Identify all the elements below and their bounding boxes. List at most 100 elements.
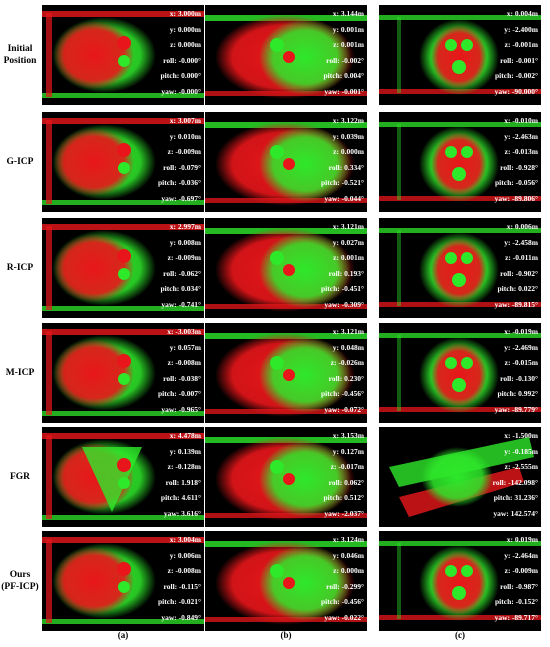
pose-yaw: yaw: -0.000°: [161, 86, 201, 96]
pose-readout: x: -3.003m y: 0.057m z: -0.008m roll: -0.03…: [135, 327, 201, 420]
pose-x: x: 0.006m: [506, 222, 538, 231]
scene-panel-b: x: 3.121m y: 0.048m z: -0.026m roll: 0.230°…: [205, 323, 367, 423]
pose-roll: roll: -0.928°: [500, 162, 538, 172]
point-cloud-overlay: [379, 541, 541, 621]
pose-z: z: -0.128m: [167, 462, 201, 471]
pose-yaw: yaw: -90.000°: [494, 86, 538, 96]
pose-z: z: -0.017m: [330, 462, 364, 471]
pose-z: z: -0.009m: [167, 147, 201, 156]
pose-pitch: pitch: -0.036°: [158, 178, 201, 187]
scene-panel-a: x: -3.003m y: 0.057m z: -0.008m roll: -0.03…: [42, 323, 204, 423]
pose-yaw: yaw: -89.779°: [494, 404, 538, 414]
pose-x: x: -3.003m: [167, 327, 201, 336]
pose-y: y: 0.127m: [332, 446, 364, 456]
pose-yaw: yaw: -2.037°: [324, 508, 364, 518]
point-cloud-overlay: [379, 15, 541, 95]
pose-y: y: 0.039m: [332, 131, 364, 141]
pose-z: z: -0.026m: [330, 358, 364, 367]
point-cloud-overlay: [42, 11, 204, 98]
pose-z: z: 0.001m: [333, 40, 364, 49]
row-label-line: FGR: [9, 472, 31, 482]
row-label: G-ICP: [0, 156, 40, 168]
scene-panel-a: x: 3.000m y: 0.000m z: 0.000m roll: -0.000°…: [42, 5, 204, 105]
pose-yaw: yaw: -0.001°: [324, 86, 364, 96]
pose-readout: x: -0.019m y: -2.469m z: -0.015m roll: -0.1…: [472, 327, 538, 420]
pose-pitch: pitch: -0.007°: [158, 389, 201, 398]
pose-roll: roll: -0.000°: [163, 55, 201, 65]
pose-x: x: 3.124m: [332, 535, 364, 544]
pose-y: y: 0.057m: [169, 342, 201, 352]
pose-yaw: yaw: -89.815°: [494, 299, 538, 309]
pose-roll: roll: -0.130°: [500, 373, 538, 383]
pose-readout: x: 3.121m y: 0.048m z: -0.026m roll: 0.230°…: [298, 327, 364, 420]
pose-roll: roll: -0.001°: [500, 55, 538, 65]
pose-roll: roll: -0.115°: [163, 581, 201, 591]
pose-z: z: -0.009m: [167, 253, 201, 262]
point-cloud-overlay: [42, 329, 204, 416]
pose-y: y: 0.006m: [169, 550, 201, 560]
pose-roll: roll: -0.038°: [163, 373, 201, 383]
pose-x: x: 3.000m: [169, 9, 201, 18]
pose-roll: roll: -142.098°: [492, 477, 538, 487]
column-label: (b): [280, 630, 292, 640]
column-label: (a): [117, 630, 129, 640]
scene-panel-c: x: -0.010m y: -2.463m z: -0.013m roll: -0.9…: [379, 112, 541, 212]
pose-yaw: yaw: -0.697°: [161, 193, 201, 203]
scene-panel-a: x: 2.997m y: 0.008m z: -0.009m roll: -0.062…: [42, 218, 204, 318]
pose-z: z: -0.001m: [504, 40, 538, 49]
pose-y: y: 0.048m: [332, 342, 364, 352]
pose-readout: x: 0.004m y: -2.400m z: -0.001m roll: -0.00…: [472, 9, 538, 102]
scene-panel-c: x: 0.004m y: -2.400m z: -0.001m roll: -0.00…: [379, 5, 541, 105]
pose-readout: x: 3.121m y: 0.027m z: 0.001m roll: 0.193° p…: [298, 222, 364, 315]
pose-readout: x: 0.006m y: -2.458m z: -0.011m roll: -0.90…: [472, 222, 538, 315]
pose-yaw: yaw: -0.072°: [324, 404, 364, 414]
pose-x: x: 3.007m: [169, 116, 201, 125]
pose-roll: roll: -0.062°: [163, 268, 201, 278]
pose-y: y: 0.027m: [332, 237, 364, 247]
pose-yaw: yaw: -0.022°: [324, 612, 364, 622]
pose-yaw: yaw: -0.965°: [161, 404, 201, 414]
pose-pitch: pitch: 0.000°: [160, 71, 202, 80]
row-label-line: R-ICP: [6, 263, 34, 273]
pose-readout: x: 3.004m y: 0.006m z: -0.008m roll: -0.115…: [135, 535, 201, 628]
pose-roll: roll: -0.299°: [326, 581, 364, 591]
pose-readout: x: 0.019m y: -2.464m z: -0.009m roll: -0.98…: [472, 535, 538, 628]
point-cloud-overlay: [379, 333, 541, 413]
pose-readout: x: -0.010m y: -2.463m z: -0.013m roll: -0.9…: [472, 116, 538, 209]
pose-z: z: -0.013m: [504, 147, 538, 156]
pose-yaw: yaw: 3.616°: [163, 508, 201, 518]
point-cloud-overlay: [389, 437, 534, 517]
pose-y: y: -2.463m: [504, 131, 538, 141]
pose-pitch: pitch: -0.521°: [321, 178, 364, 187]
pose-x: x: -0.010m: [504, 116, 538, 125]
pose-pitch: pitch: 0.022°: [497, 284, 539, 293]
pose-z: z: -0.008m: [167, 566, 201, 575]
point-cloud-overlay: [42, 224, 204, 311]
pose-x: x: 3.122m: [332, 116, 364, 125]
pose-readout: x: 4.478m y: 0.139m z: -0.128m roll: 1.918°…: [135, 431, 201, 524]
point-cloud-overlay: [205, 333, 367, 417]
pose-y: y: 0.139m: [169, 446, 201, 456]
pose-x: x: 3.004m: [169, 535, 201, 544]
pose-yaw: yaw: -0.849°: [161, 612, 201, 622]
row-label: R-ICP: [0, 262, 40, 274]
pose-pitch: pitch: -0.456°: [321, 597, 364, 606]
pose-yaw: yaw: -89.806°: [494, 193, 538, 203]
pose-yaw: yaw: -0.741°: [161, 299, 201, 309]
pose-yaw: yaw: -0.309°: [324, 299, 364, 309]
row-label: Initial Position: [0, 43, 40, 67]
scene-panel-c: x: 0.019m y: -2.464m z: -0.009m roll: -0.98…: [379, 531, 541, 631]
point-cloud-overlay: [205, 122, 367, 206]
point-cloud-overlay: [205, 15, 367, 99]
pose-y: y: -2.469m: [504, 342, 538, 352]
row-label: M-ICP: [0, 367, 40, 379]
pose-roll: roll: 0.062°: [328, 477, 364, 487]
pose-roll: roll: 1.918°: [165, 477, 201, 487]
pose-z: z: -0.015m: [504, 358, 538, 367]
row-label-line: (PF-ICP): [1, 582, 39, 592]
scene-panel-a: x: 3.004m y: 0.006m z: -0.008m roll: -0.115…: [42, 531, 204, 631]
pose-pitch: pitch: 4.611°: [160, 493, 201, 502]
scene-panel-b: x: 3.121m y: 0.027m z: 0.001m roll: 0.193° p…: [205, 218, 367, 318]
pose-y: y: 0.001m: [332, 24, 364, 34]
point-cloud-overlay: [205, 437, 367, 521]
